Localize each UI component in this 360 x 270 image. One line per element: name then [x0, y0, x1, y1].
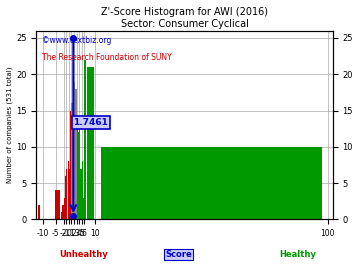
- Bar: [83, 198, 84, 220]
- Text: Unhealthy: Unhealthy: [59, 250, 108, 259]
- Bar: [62, 205, 64, 220]
- Bar: [68, 161, 69, 220]
- Text: ©www.textbiz.org: ©www.textbiz.org: [42, 36, 112, 45]
- Bar: [69, 169, 70, 220]
- Bar: [66, 169, 67, 220]
- Bar: [64, 198, 65, 220]
- Bar: [71, 103, 73, 220]
- Title: Z'-Score Histogram for AWI (2016)
Sector: Consumer Cyclical: Z'-Score Histogram for AWI (2016) Sector…: [101, 7, 268, 29]
- Bar: [55, 190, 57, 220]
- Bar: [75, 89, 77, 220]
- Bar: [65, 176, 66, 220]
- Text: Score: Score: [165, 250, 192, 259]
- Bar: [77, 125, 78, 220]
- Y-axis label: Number of companies (531 total): Number of companies (531 total): [7, 67, 13, 183]
- Bar: [57, 190, 60, 220]
- Bar: [84, 60, 86, 220]
- Bar: [74, 82, 75, 220]
- Bar: [82, 161, 83, 220]
- Bar: [100, 147, 322, 220]
- Bar: [61, 212, 62, 220]
- Text: Healthy: Healthy: [279, 250, 316, 259]
- Text: The Research Foundation of SUNY: The Research Foundation of SUNY: [42, 53, 172, 62]
- Bar: [87, 67, 94, 220]
- Bar: [78, 132, 79, 220]
- Bar: [81, 169, 82, 220]
- Bar: [70, 111, 71, 220]
- Text: 1.7461: 1.7461: [73, 118, 108, 127]
- Bar: [79, 125, 80, 220]
- Bar: [73, 74, 74, 220]
- Bar: [38, 205, 40, 220]
